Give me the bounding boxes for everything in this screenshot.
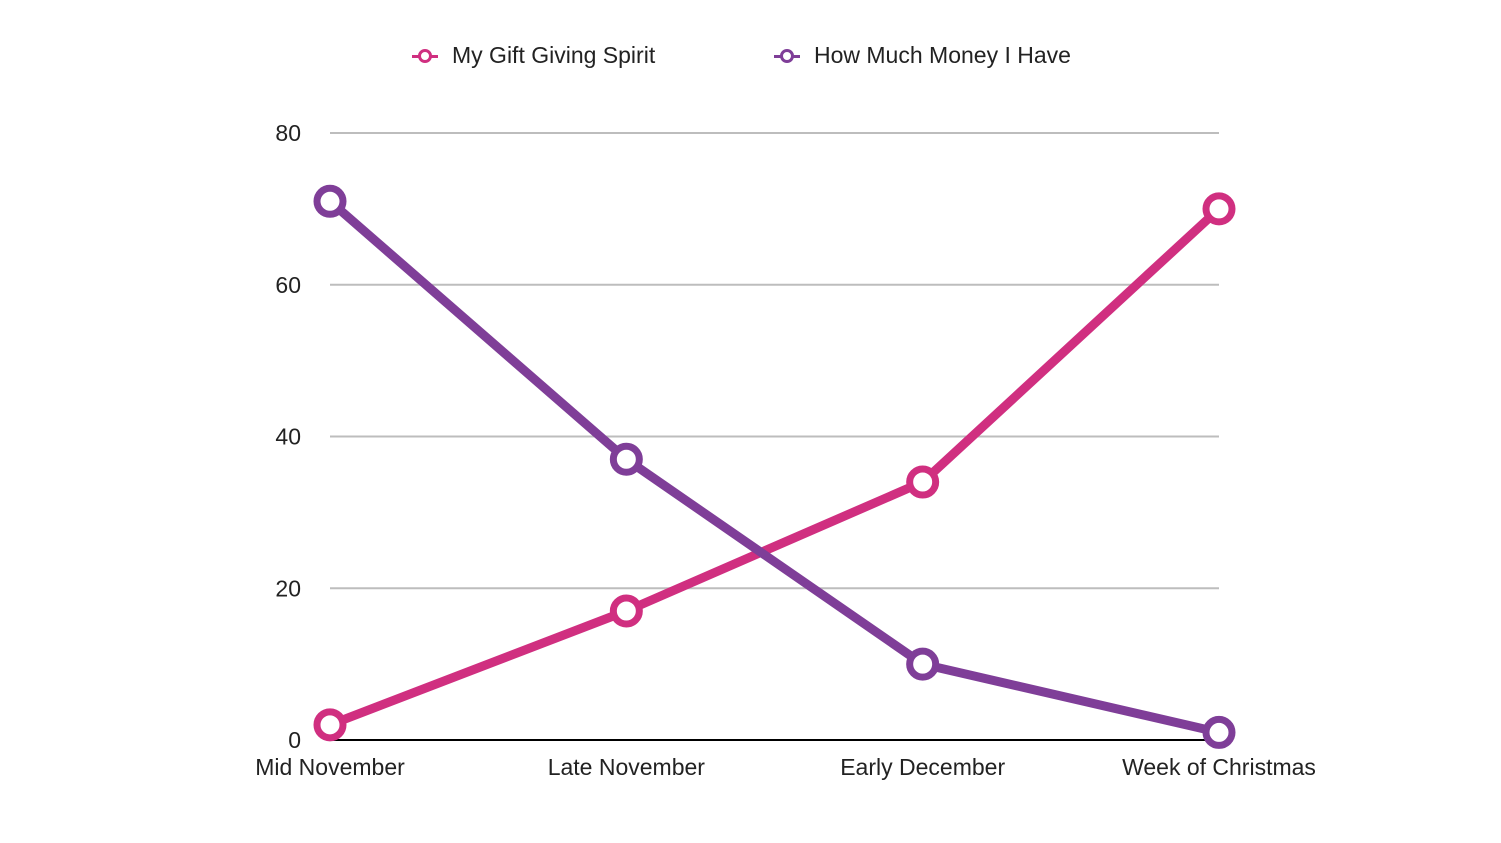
data-point-0 — [906, 465, 940, 499]
legend-marker-icon — [412, 48, 438, 63]
y-tick-label: 0 — [288, 727, 301, 753]
y-tick-label: 40 — [275, 424, 301, 450]
legend-label: How Much Money I Have — [814, 42, 1071, 68]
x-tick-label: Late November — [548, 754, 706, 780]
data-point-1 — [1202, 715, 1236, 749]
data-point-1 — [906, 647, 940, 681]
x-tick-label: Early December — [840, 754, 1005, 780]
data-point-1 — [609, 442, 643, 476]
legend-item-gift-spirit: My Gift Giving Spirit — [412, 42, 655, 69]
data-point-0 — [609, 594, 643, 628]
series-line-1 — [327, 197, 1221, 737]
y-tick-label: 80 — [275, 120, 301, 146]
x-tick-label: Mid November — [255, 754, 405, 780]
data-point-0 — [313, 708, 347, 742]
series-line-0 — [328, 205, 1223, 730]
legend-marker-icon — [774, 48, 800, 63]
x-tick-label: Week of Christmas — [1122, 754, 1316, 780]
legend-label: My Gift Giving Spirit — [452, 42, 656, 68]
legend-item-money: How Much Money I Have — [774, 42, 1071, 69]
y-tick-label: 60 — [275, 272, 301, 298]
y-tick-label: 20 — [275, 575, 301, 601]
data-point-0 — [1202, 192, 1236, 226]
data-point-1 — [313, 184, 347, 218]
